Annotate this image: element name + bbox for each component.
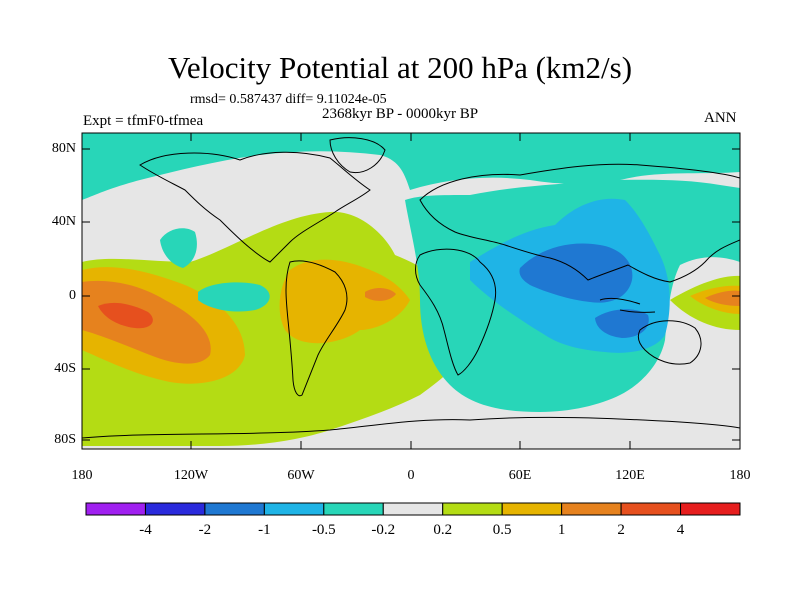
lon-label-120w: 120W	[173, 468, 209, 483]
contour-red-pacific	[98, 302, 153, 329]
colorbar-swatch	[85, 502, 146, 516]
contour-yellow-atlantic	[279, 259, 410, 344]
lat-label-40s: 40S	[54, 361, 76, 376]
contour-teal-pacific-nw	[160, 228, 197, 268]
colorbar-swatch	[382, 502, 444, 516]
colorbar-label: 0.2	[433, 522, 453, 538]
coast-indonesia	[599, 297, 656, 313]
coast-north-america	[139, 151, 371, 263]
experiment-label: Expt = tfmF0-tfmea	[83, 113, 204, 129]
contour-orange-atlantic	[365, 288, 396, 301]
colorbar-label: -1	[258, 522, 271, 538]
colorbar-swatch	[501, 502, 563, 516]
contour-blue-asia	[519, 243, 633, 303]
season-label: ANN	[704, 110, 737, 126]
lon-label-180e: 180	[729, 468, 751, 483]
lon-label-180w: 180	[71, 468, 93, 483]
colorbar-label: -4	[139, 522, 152, 538]
contour-orange-wpac	[705, 290, 740, 306]
period-label: 2368kyr BP - 0000kyr BP	[322, 106, 479, 122]
coastlines	[82, 137, 740, 439]
contour-blue-maritime	[595, 309, 649, 338]
coast-antarctica	[82, 416, 740, 439]
colorbar-label: 4	[676, 522, 685, 538]
lon-label-60w: 60W	[287, 468, 315, 483]
coast-australia	[637, 320, 702, 365]
contour-teal-pacific-e	[198, 282, 270, 312]
colorbar-swatch	[144, 502, 206, 516]
colorbar-swatch	[442, 502, 503, 516]
colorbar-label: 2	[617, 522, 625, 538]
plot-title: Velocity Potential at 200 hPa (km2/s)	[167, 50, 633, 85]
colorbar-label: 0.5	[492, 522, 512, 538]
axis-ticks	[82, 133, 740, 449]
colorbar-swatch	[204, 502, 265, 516]
lat-label-80n: 80N	[51, 141, 76, 156]
stats-line: rmsd= 0.587437 diff= 9.11024e-05	[190, 92, 387, 107]
lat-label-80s: 80S	[54, 432, 76, 447]
colorbar-label: -2	[198, 522, 212, 538]
lon-label-60e: 60E	[508, 468, 532, 483]
colorbar-label: 1	[557, 522, 566, 538]
colorbar	[85, 502, 741, 516]
lon-label-120e: 120E	[615, 468, 645, 483]
colorbar-swatch	[680, 502, 741, 516]
colorbar-label: -0.5	[311, 522, 336, 538]
contour-lime-centam	[240, 235, 300, 257]
colorbar-swatch	[323, 502, 384, 516]
colorbar-swatch	[263, 502, 325, 516]
coast-south-america	[285, 260, 348, 397]
contour-lime-atlantic	[82, 211, 470, 446]
contour-field	[82, 133, 740, 449]
lon-label-0: 0	[407, 468, 415, 483]
colorbar-swatch	[561, 502, 622, 516]
coast-greenland	[329, 137, 386, 174]
colorbar-swatch	[620, 502, 682, 516]
coast-africa	[415, 248, 497, 376]
colorbar-label: -0.2	[371, 522, 396, 538]
lat-label-40n: 40N	[51, 214, 76, 229]
coast-eurasia	[419, 163, 740, 283]
lat-label-0: 0	[69, 288, 76, 303]
